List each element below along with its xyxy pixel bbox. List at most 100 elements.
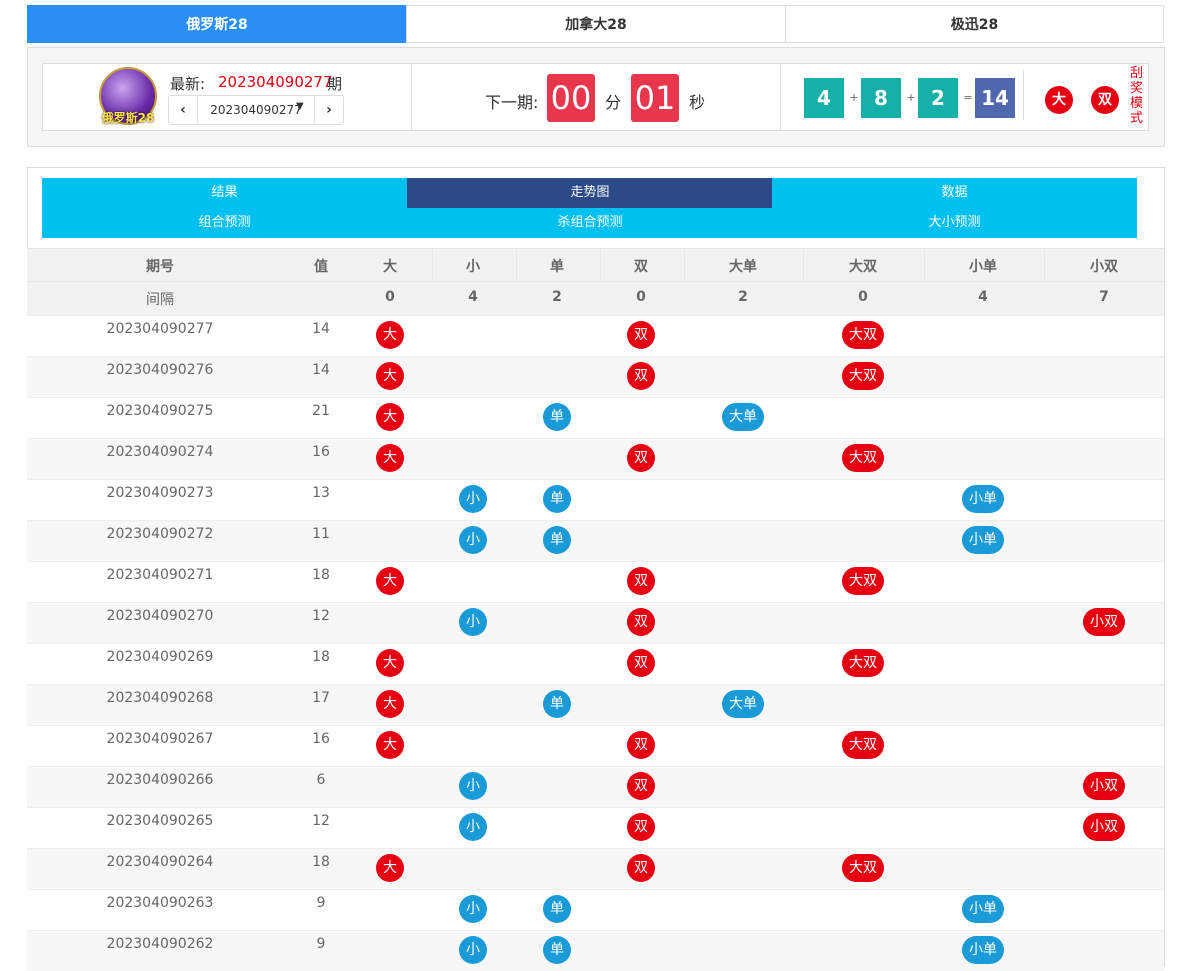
- result-pill: 双: [627, 362, 655, 390]
- seconds: 01: [631, 74, 679, 122]
- result-pill: 大: [376, 403, 404, 431]
- result-tag: 双: [1091, 86, 1119, 114]
- column-header: 大双: [849, 259, 877, 275]
- issue: 202304090271: [106, 567, 214, 583]
- value: 18: [312, 854, 330, 870]
- result-pill: 大单: [722, 403, 764, 431]
- result-tag: 大: [1045, 86, 1073, 114]
- table-row: [27, 315, 1164, 356]
- operator: +: [906, 91, 916, 104]
- value: 12: [312, 813, 330, 829]
- issue: 202304090276: [106, 362, 214, 378]
- latest-issue: 202304090277: [218, 73, 333, 91]
- next-button[interactable]: ›: [314, 95, 344, 125]
- table-row: [27, 807, 1164, 848]
- result-pill: 大单: [722, 690, 764, 718]
- result-pill: 大双: [842, 649, 884, 677]
- result-pill: 小双: [1083, 772, 1125, 800]
- issue: 202304090266: [106, 772, 214, 788]
- result-pill: 大: [376, 854, 404, 882]
- nav-tab[interactable]: 组合预测: [42, 208, 407, 238]
- issue: 202304090274: [106, 444, 214, 460]
- issue: 202304090262: [106, 936, 214, 952]
- result-pill: 大: [376, 731, 404, 759]
- issue: 202304090264: [106, 854, 214, 870]
- result-pill: 小: [459, 485, 487, 513]
- countdown-box: [411, 63, 781, 131]
- result-pill: 单: [543, 690, 571, 718]
- value: 16: [312, 444, 330, 460]
- result-pill: 大双: [842, 321, 884, 349]
- result-number: 4: [804, 78, 844, 118]
- value: 12: [312, 608, 330, 624]
- column-separator: [1044, 248, 1045, 282]
- result-pill: 小单: [962, 936, 1004, 964]
- issue: 202304090263: [106, 895, 214, 911]
- result-number: 2: [918, 78, 958, 118]
- prev-button[interactable]: ‹: [168, 95, 198, 125]
- second-unit: 秒: [689, 93, 706, 112]
- result-pill: 单: [543, 403, 571, 431]
- table-row: [27, 561, 1164, 602]
- value: 16: [312, 731, 330, 747]
- column-separator: [600, 248, 601, 282]
- result-pill: 大双: [842, 444, 884, 472]
- tab[interactable]: 极迅28: [785, 5, 1164, 43]
- column-header: 大单: [729, 259, 757, 275]
- value: 18: [312, 649, 330, 665]
- result-pill: 单: [543, 526, 571, 554]
- issue: 202304090269: [106, 649, 214, 665]
- table-row: [27, 848, 1164, 889]
- selector-caret: ▼: [296, 101, 304, 112]
- column-separator: [432, 248, 433, 282]
- issue: 202304090273: [106, 485, 214, 501]
- gap-value: 2: [738, 289, 748, 305]
- result-pill: 小单: [962, 485, 1004, 513]
- result-pill: 双: [627, 608, 655, 636]
- result-pill: 双: [627, 649, 655, 677]
- result-pill: 大: [376, 362, 404, 390]
- result-pill: 单: [543, 936, 571, 964]
- value: 9: [316, 895, 326, 911]
- nav-tab[interactable]: 走势图: [407, 178, 773, 208]
- result-pill: 双: [627, 731, 655, 759]
- result-pill: 双: [627, 321, 655, 349]
- result-pill: 小: [459, 895, 487, 923]
- table-row: [27, 766, 1164, 807]
- result-pill: 大双: [842, 731, 884, 759]
- row-line: [27, 281, 1164, 282]
- result-pill: 大双: [842, 362, 884, 390]
- result-pill: 小: [459, 608, 487, 636]
- nav-tab[interactable]: 大小预测: [772, 208, 1137, 238]
- gap-value: 0: [636, 289, 646, 305]
- table-row: [27, 684, 1164, 725]
- result-pill: 双: [627, 444, 655, 472]
- result-pill: 大双: [842, 854, 884, 882]
- column-header: 大: [383, 259, 397, 275]
- gap-value: 4: [468, 289, 478, 305]
- table-row: [27, 643, 1164, 684]
- column-separator: [924, 248, 925, 282]
- result-pill: 大: [376, 690, 404, 718]
- issue: 202304090265: [106, 813, 214, 829]
- result-pill: 小双: [1083, 813, 1125, 841]
- tab[interactable]: 俄罗斯28: [27, 5, 407, 43]
- nav-tab[interactable]: 杀组合预测: [407, 208, 773, 238]
- column-header: 小: [466, 259, 480, 275]
- tab[interactable]: 加拿大28: [406, 5, 786, 43]
- issue: 202304090267: [106, 731, 214, 747]
- gap-value: 7: [1099, 289, 1109, 305]
- table-row: [27, 397, 1164, 438]
- column-header: 期号: [146, 259, 174, 275]
- result-pill: 小: [459, 936, 487, 964]
- nav-tab[interactable]: 数据: [772, 178, 1137, 208]
- gap-value: 0: [385, 289, 395, 305]
- result-pill: 小单: [962, 895, 1004, 923]
- mode-link[interactable]: 刮奖模式: [1130, 66, 1144, 126]
- gap-label: 间隔: [146, 292, 174, 308]
- result-number: 8: [861, 78, 901, 118]
- value: 21: [312, 403, 330, 419]
- nav-tab[interactable]: 结果: [42, 178, 407, 208]
- result-pill: 小: [459, 526, 487, 554]
- latest-label: 最新:: [170, 75, 206, 93]
